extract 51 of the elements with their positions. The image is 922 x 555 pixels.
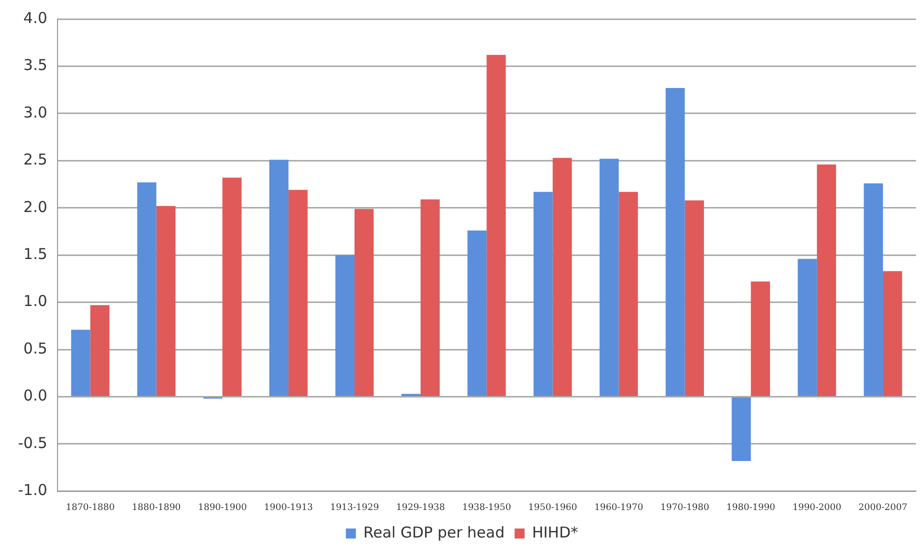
bar [156,206,176,396]
bar [401,394,421,396]
bar [335,255,355,396]
bar [816,164,836,396]
bar [750,282,770,396]
bar [798,258,817,396]
bar [684,200,704,396]
bar [90,305,110,396]
y-tick-label: 1.5 [23,244,48,263]
y-tick-label: -1.0 [18,481,48,500]
bar [71,330,90,396]
x-tick-label: 1980-1990 [726,502,776,513]
x-tick-label: 1960-1970 [594,502,644,513]
x-tick-label: 1929-1938 [396,502,446,513]
x-tick-label: 1950-1960 [528,502,578,513]
bar [618,192,638,396]
x-tick-label: 1990-2000 [792,502,842,513]
bar [534,192,553,396]
x-tick-label: 1880-1890 [132,502,182,513]
y-tick-label: 1.0 [23,292,48,310]
bar [552,158,572,396]
x-tick-label: 1913-1929 [330,502,380,513]
x-tick-label: 1890-1900 [198,502,248,513]
x-tick-label: 1970-1980 [660,502,710,513]
y-tick-label: 3.5 [23,56,48,74]
x-tick-label: 2000-2007 [858,502,908,513]
bar [666,88,685,396]
bar [486,54,506,396]
y-tick-label: -0.5 [18,434,48,452]
legend-label: Real GDP per head [363,523,505,542]
bar [420,199,440,396]
y-tick-label: 2.5 [23,150,48,169]
y-tick-label: 0.0 [23,386,48,405]
bar [600,158,619,396]
x-tick-label: 1938-1950 [462,502,512,513]
bar [882,271,902,396]
bar [354,208,374,396]
y-tick-label: 0.5 [23,339,48,358]
bar [864,183,883,396]
y-tick-label: 2.0 [23,198,48,216]
y-tick-label: 4.0 [23,8,48,27]
bar [137,182,156,396]
x-tick-label: 1870-1880 [66,502,115,513]
y-tick-label: 3.0 [23,103,48,122]
x-tick-label: 1900-1913 [264,502,314,513]
bar [222,178,242,396]
bar [288,190,308,396]
bar [467,230,487,396]
bar [269,160,288,396]
bar [732,398,751,461]
legend-label: HIHD* [532,523,579,542]
